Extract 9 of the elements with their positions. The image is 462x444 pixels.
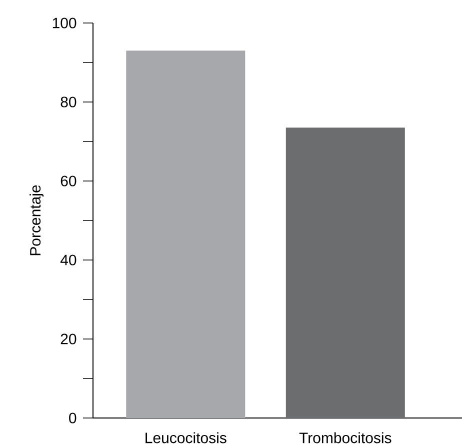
x-tick-label: Trombocitosis bbox=[299, 432, 392, 444]
y-tick-label: 80 bbox=[60, 96, 76, 108]
y-tick-label: 100 bbox=[52, 18, 76, 28]
y-tick-label: 40 bbox=[60, 254, 76, 266]
y-tick-label: 60 bbox=[60, 176, 76, 186]
y-axis-title: Porcentaje bbox=[30, 185, 44, 256]
y-tick-label: 0 bbox=[69, 412, 76, 424]
x-tick-label: Leucocitosis bbox=[146, 432, 226, 444]
y-tick-label: 20 bbox=[60, 334, 76, 344]
